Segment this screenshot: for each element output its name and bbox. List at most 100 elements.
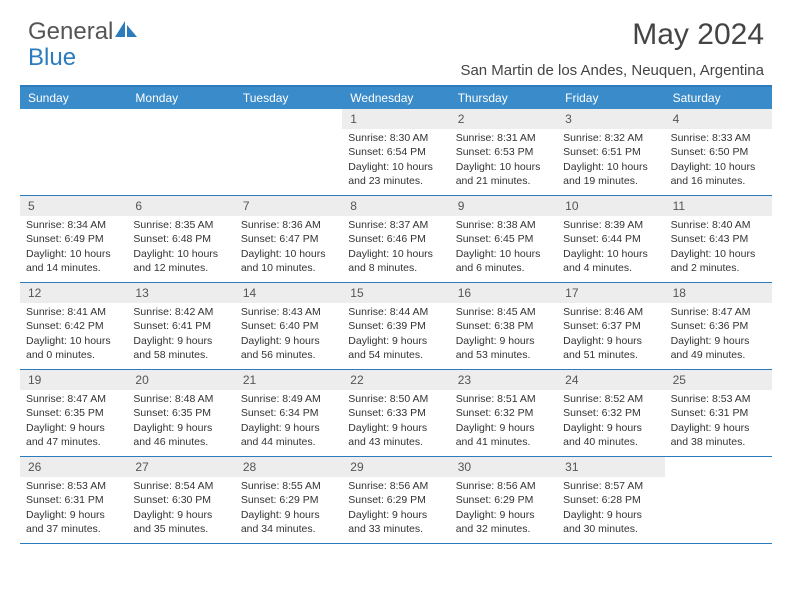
- sunrise-line: Sunrise: 8:32 AM: [563, 131, 658, 145]
- sunset-line: Sunset: 6:54 PM: [348, 145, 443, 159]
- day-content: Sunrise: 8:43 AMSunset: 6:40 PMDaylight:…: [235, 305, 342, 366]
- sunrise-line: Sunrise: 8:54 AM: [133, 479, 228, 493]
- day-content: Sunrise: 8:57 AMSunset: 6:28 PMDaylight:…: [557, 479, 664, 540]
- sunset-line: Sunset: 6:34 PM: [241, 406, 336, 420]
- week-row: 26Sunrise: 8:53 AMSunset: 6:31 PMDayligh…: [20, 457, 772, 544]
- day-cell: 10Sunrise: 8:39 AMSunset: 6:44 PMDayligh…: [557, 196, 664, 282]
- daylight-line: Daylight: 9 hours and 58 minutes.: [133, 334, 228, 362]
- sunrise-line: Sunrise: 8:33 AM: [671, 131, 766, 145]
- sunset-line: Sunset: 6:39 PM: [348, 319, 443, 333]
- sunrise-line: Sunrise: 8:36 AM: [241, 218, 336, 232]
- week-row: 1Sunrise: 8:30 AMSunset: 6:54 PMDaylight…: [20, 109, 772, 196]
- day-content: Sunrise: 8:38 AMSunset: 6:45 PMDaylight:…: [450, 218, 557, 279]
- day-content: Sunrise: 8:42 AMSunset: 6:41 PMDaylight:…: [127, 305, 234, 366]
- sunrise-line: Sunrise: 8:37 AM: [348, 218, 443, 232]
- day-content: Sunrise: 8:31 AMSunset: 6:53 PMDaylight:…: [450, 131, 557, 192]
- sunset-line: Sunset: 6:29 PM: [456, 493, 551, 507]
- day-cell: 20Sunrise: 8:48 AMSunset: 6:35 PMDayligh…: [127, 370, 234, 456]
- day-content: Sunrise: 8:44 AMSunset: 6:39 PMDaylight:…: [342, 305, 449, 366]
- day-number: 7: [235, 196, 342, 216]
- day-number: 1: [342, 109, 449, 129]
- week-row: 5Sunrise: 8:34 AMSunset: 6:49 PMDaylight…: [20, 196, 772, 283]
- daylight-line: Daylight: 10 hours and 21 minutes.: [456, 160, 551, 188]
- day-number: 17: [557, 283, 664, 303]
- day-number: 4: [665, 109, 772, 129]
- day-content: Sunrise: 8:55 AMSunset: 6:29 PMDaylight:…: [235, 479, 342, 540]
- day-content: Sunrise: 8:51 AMSunset: 6:32 PMDaylight:…: [450, 392, 557, 453]
- sunrise-line: Sunrise: 8:56 AM: [456, 479, 551, 493]
- daylight-line: Daylight: 10 hours and 23 minutes.: [348, 160, 443, 188]
- day-cell: 9Sunrise: 8:38 AMSunset: 6:45 PMDaylight…: [450, 196, 557, 282]
- sunset-line: Sunset: 6:28 PM: [563, 493, 658, 507]
- day-number: 25: [665, 370, 772, 390]
- daylight-line: Daylight: 10 hours and 2 minutes.: [671, 247, 766, 275]
- sunrise-line: Sunrise: 8:52 AM: [563, 392, 658, 406]
- logo-sail-icon: [115, 18, 141, 46]
- sunrise-line: Sunrise: 8:44 AM: [348, 305, 443, 319]
- day-cell: 16Sunrise: 8:45 AMSunset: 6:38 PMDayligh…: [450, 283, 557, 369]
- sunset-line: Sunset: 6:31 PM: [671, 406, 766, 420]
- day-number: 22: [342, 370, 449, 390]
- sunrise-line: Sunrise: 8:57 AM: [563, 479, 658, 493]
- daylight-line: Daylight: 10 hours and 10 minutes.: [241, 247, 336, 275]
- day-content: Sunrise: 8:47 AMSunset: 6:35 PMDaylight:…: [20, 392, 127, 453]
- day-content: Sunrise: 8:45 AMSunset: 6:38 PMDaylight:…: [450, 305, 557, 366]
- day-number: 16: [450, 283, 557, 303]
- day-number: 18: [665, 283, 772, 303]
- daylight-line: Daylight: 9 hours and 34 minutes.: [241, 508, 336, 536]
- daylight-line: Daylight: 9 hours and 47 minutes.: [26, 421, 121, 449]
- calendar: SundayMondayTuesdayWednesdayThursdayFrid…: [20, 85, 772, 544]
- weekday-header-cell: Monday: [127, 87, 234, 109]
- day-number: 23: [450, 370, 557, 390]
- sunset-line: Sunset: 6:53 PM: [456, 145, 551, 159]
- sunset-line: Sunset: 6:51 PM: [563, 145, 658, 159]
- day-cell: 17Sunrise: 8:46 AMSunset: 6:37 PMDayligh…: [557, 283, 664, 369]
- day-cell: 6Sunrise: 8:35 AMSunset: 6:48 PMDaylight…: [127, 196, 234, 282]
- day-number: 5: [20, 196, 127, 216]
- day-number: 13: [127, 283, 234, 303]
- day-content: Sunrise: 8:39 AMSunset: 6:44 PMDaylight:…: [557, 218, 664, 279]
- day-cell: 3Sunrise: 8:32 AMSunset: 6:51 PMDaylight…: [557, 109, 664, 195]
- header: General May 2024: [0, 0, 792, 56]
- day-cell: 13Sunrise: 8:42 AMSunset: 6:41 PMDayligh…: [127, 283, 234, 369]
- sunrise-line: Sunrise: 8:55 AM: [241, 479, 336, 493]
- daylight-line: Daylight: 9 hours and 32 minutes.: [456, 508, 551, 536]
- sunrise-line: Sunrise: 8:51 AM: [456, 392, 551, 406]
- daylight-line: Daylight: 9 hours and 38 minutes.: [671, 421, 766, 449]
- logo: General: [28, 18, 141, 46]
- daylight-line: Daylight: 9 hours and 35 minutes.: [133, 508, 228, 536]
- daylight-line: Daylight: 9 hours and 51 minutes.: [563, 334, 658, 362]
- weekday-header-cell: Friday: [557, 87, 664, 109]
- daylight-line: Daylight: 10 hours and 6 minutes.: [456, 247, 551, 275]
- day-content: Sunrise: 8:53 AMSunset: 6:31 PMDaylight:…: [665, 392, 772, 453]
- sunrise-line: Sunrise: 8:30 AM: [348, 131, 443, 145]
- day-cell: 19Sunrise: 8:47 AMSunset: 6:35 PMDayligh…: [20, 370, 127, 456]
- sunset-line: Sunset: 6:49 PM: [26, 232, 121, 246]
- day-content: Sunrise: 8:47 AMSunset: 6:36 PMDaylight:…: [665, 305, 772, 366]
- sunrise-line: Sunrise: 8:40 AM: [671, 218, 766, 232]
- daylight-line: Daylight: 9 hours and 30 minutes.: [563, 508, 658, 536]
- day-content: Sunrise: 8:48 AMSunset: 6:35 PMDaylight:…: [127, 392, 234, 453]
- sunset-line: Sunset: 6:43 PM: [671, 232, 766, 246]
- day-cell: 24Sunrise: 8:52 AMSunset: 6:32 PMDayligh…: [557, 370, 664, 456]
- daylight-line: Daylight: 9 hours and 33 minutes.: [348, 508, 443, 536]
- day-content: Sunrise: 8:35 AMSunset: 6:48 PMDaylight:…: [127, 218, 234, 279]
- day-content: Sunrise: 8:32 AMSunset: 6:51 PMDaylight:…: [557, 131, 664, 192]
- day-cell: [665, 457, 772, 543]
- day-cell: 18Sunrise: 8:47 AMSunset: 6:36 PMDayligh…: [665, 283, 772, 369]
- sunset-line: Sunset: 6:47 PM: [241, 232, 336, 246]
- sunset-line: Sunset: 6:32 PM: [563, 406, 658, 420]
- weekday-header-row: SundayMondayTuesdayWednesdayThursdayFrid…: [20, 87, 772, 109]
- sunset-line: Sunset: 6:41 PM: [133, 319, 228, 333]
- location-text: San Martin de los Andes, Neuquen, Argent…: [0, 62, 792, 85]
- day-content: Sunrise: 8:56 AMSunset: 6:29 PMDaylight:…: [342, 479, 449, 540]
- day-cell: 30Sunrise: 8:56 AMSunset: 6:29 PMDayligh…: [450, 457, 557, 543]
- day-cell: 8Sunrise: 8:37 AMSunset: 6:46 PMDaylight…: [342, 196, 449, 282]
- daylight-line: Daylight: 10 hours and 12 minutes.: [133, 247, 228, 275]
- day-number: 24: [557, 370, 664, 390]
- day-cell: [235, 109, 342, 195]
- daylight-line: Daylight: 10 hours and 8 minutes.: [348, 247, 443, 275]
- sunrise-line: Sunrise: 8:53 AM: [26, 479, 121, 493]
- sunset-line: Sunset: 6:36 PM: [671, 319, 766, 333]
- title-block: May 2024: [632, 18, 764, 52]
